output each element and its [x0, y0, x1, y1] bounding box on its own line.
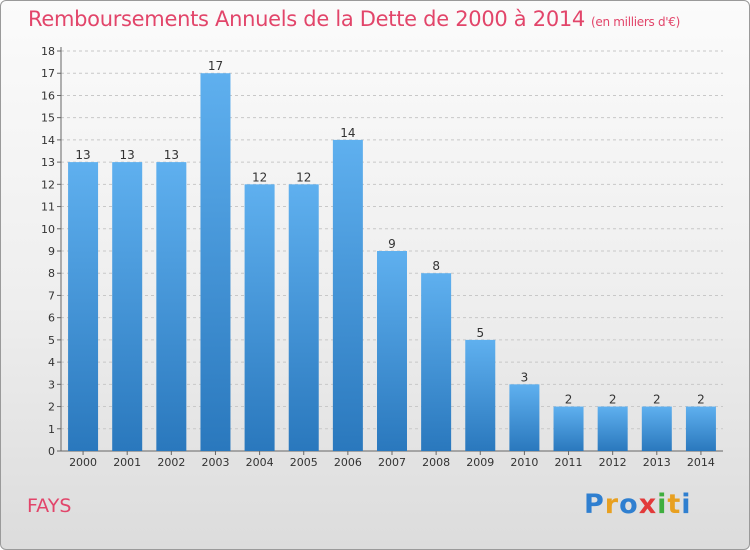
data-label: 5 — [476, 326, 484, 340]
logo-letter: t — [667, 489, 682, 520]
chart-unit: (en milliers d'€) — [591, 15, 681, 29]
y-tick-label: 8 — [48, 267, 55, 280]
bar — [685, 406, 716, 451]
y-tick-label: 12 — [41, 178, 55, 191]
x-tick-label: 2005 — [290, 456, 318, 469]
x-tick-label: 2013 — [643, 456, 671, 469]
x-tick-label: 2006 — [334, 456, 362, 469]
y-tick-label: 5 — [48, 334, 55, 347]
data-label: 13 — [164, 148, 179, 162]
x-tick-label: 2014 — [687, 456, 715, 469]
data-label: 12 — [296, 170, 311, 184]
y-tick-label: 14 — [41, 134, 55, 147]
y-tick-label: 7 — [48, 289, 55, 302]
data-label: 17 — [208, 59, 223, 73]
bar — [332, 139, 363, 451]
data-label: 2 — [653, 393, 661, 407]
y-tick-label: 17 — [41, 67, 55, 80]
bar — [597, 406, 628, 451]
data-label: 13 — [120, 148, 135, 162]
bar — [68, 162, 99, 451]
x-tick-label: 2001 — [113, 456, 141, 469]
y-tick-label: 18 — [41, 45, 55, 58]
x-tick-label: 2009 — [466, 456, 494, 469]
logo-letter: r — [604, 489, 620, 520]
logo-letter: x — [638, 489, 658, 520]
y-tick-label: 10 — [41, 223, 55, 236]
logo-letter: o — [619, 489, 639, 520]
y-tick-label: 2 — [48, 401, 55, 414]
bar — [377, 251, 407, 451]
y-tick-label: 11 — [41, 201, 55, 214]
data-label: 2 — [565, 393, 573, 407]
data-label: 2 — [609, 393, 617, 407]
commune-name: FAYS — [27, 495, 72, 517]
y-tick-label: 15 — [41, 112, 55, 125]
bar — [465, 339, 496, 451]
x-tick-label: 2003 — [201, 456, 229, 469]
bar — [509, 384, 540, 451]
bars — [68, 73, 716, 452]
data-label: 9 — [388, 237, 396, 251]
logo-letter: i — [681, 489, 692, 520]
chart-title: Remboursements Annuels de la Dette de 20… — [28, 7, 680, 31]
bar — [200, 73, 231, 451]
chart-title-text: Remboursements Annuels de la Dette de 20… — [28, 7, 585, 31]
data-label: 8 — [432, 259, 440, 273]
y-tick-label: 6 — [48, 312, 55, 325]
data-label: 13 — [75, 148, 90, 162]
logo-letter: i — [657, 489, 668, 520]
x-tick-label: 2004 — [246, 456, 274, 469]
data-label: 3 — [521, 370, 529, 384]
y-tick-label: 0 — [48, 445, 55, 458]
x-tick-label: 2008 — [422, 456, 450, 469]
labels: 2000 13 2001 13 2002 13 2003 17 2004 12 2005 12 2006… — [69, 59, 715, 469]
bar — [288, 184, 319, 452]
bar — [244, 184, 275, 452]
bar — [553, 406, 584, 451]
x-tick-label: 2011 — [555, 456, 583, 469]
bar — [641, 406, 672, 451]
y-tick-label: 3 — [48, 378, 55, 391]
data-label: 12 — [252, 170, 267, 184]
y-tick-label: 16 — [41, 89, 55, 102]
x-tick-label: 2012 — [599, 456, 627, 469]
x-tick-label: 2007 — [378, 456, 406, 469]
logo-letter: P — [584, 489, 605, 520]
bar — [421, 273, 452, 451]
proxiti-logo: Proxiti — [584, 489, 692, 520]
bar — [112, 162, 143, 451]
data-label: 14 — [340, 126, 355, 140]
x-tick-label: 2002 — [157, 456, 185, 469]
data-label: 2 — [697, 393, 705, 407]
x-tick-label: 2000 — [69, 456, 97, 469]
y-tick-label: 1 — [48, 423, 55, 436]
x-tick-label: 2010 — [510, 456, 538, 469]
y-tick-label: 9 — [48, 245, 55, 258]
y-tick-label: 13 — [41, 156, 55, 169]
y-tick-label: 4 — [48, 356, 55, 369]
bar — [156, 162, 187, 451]
